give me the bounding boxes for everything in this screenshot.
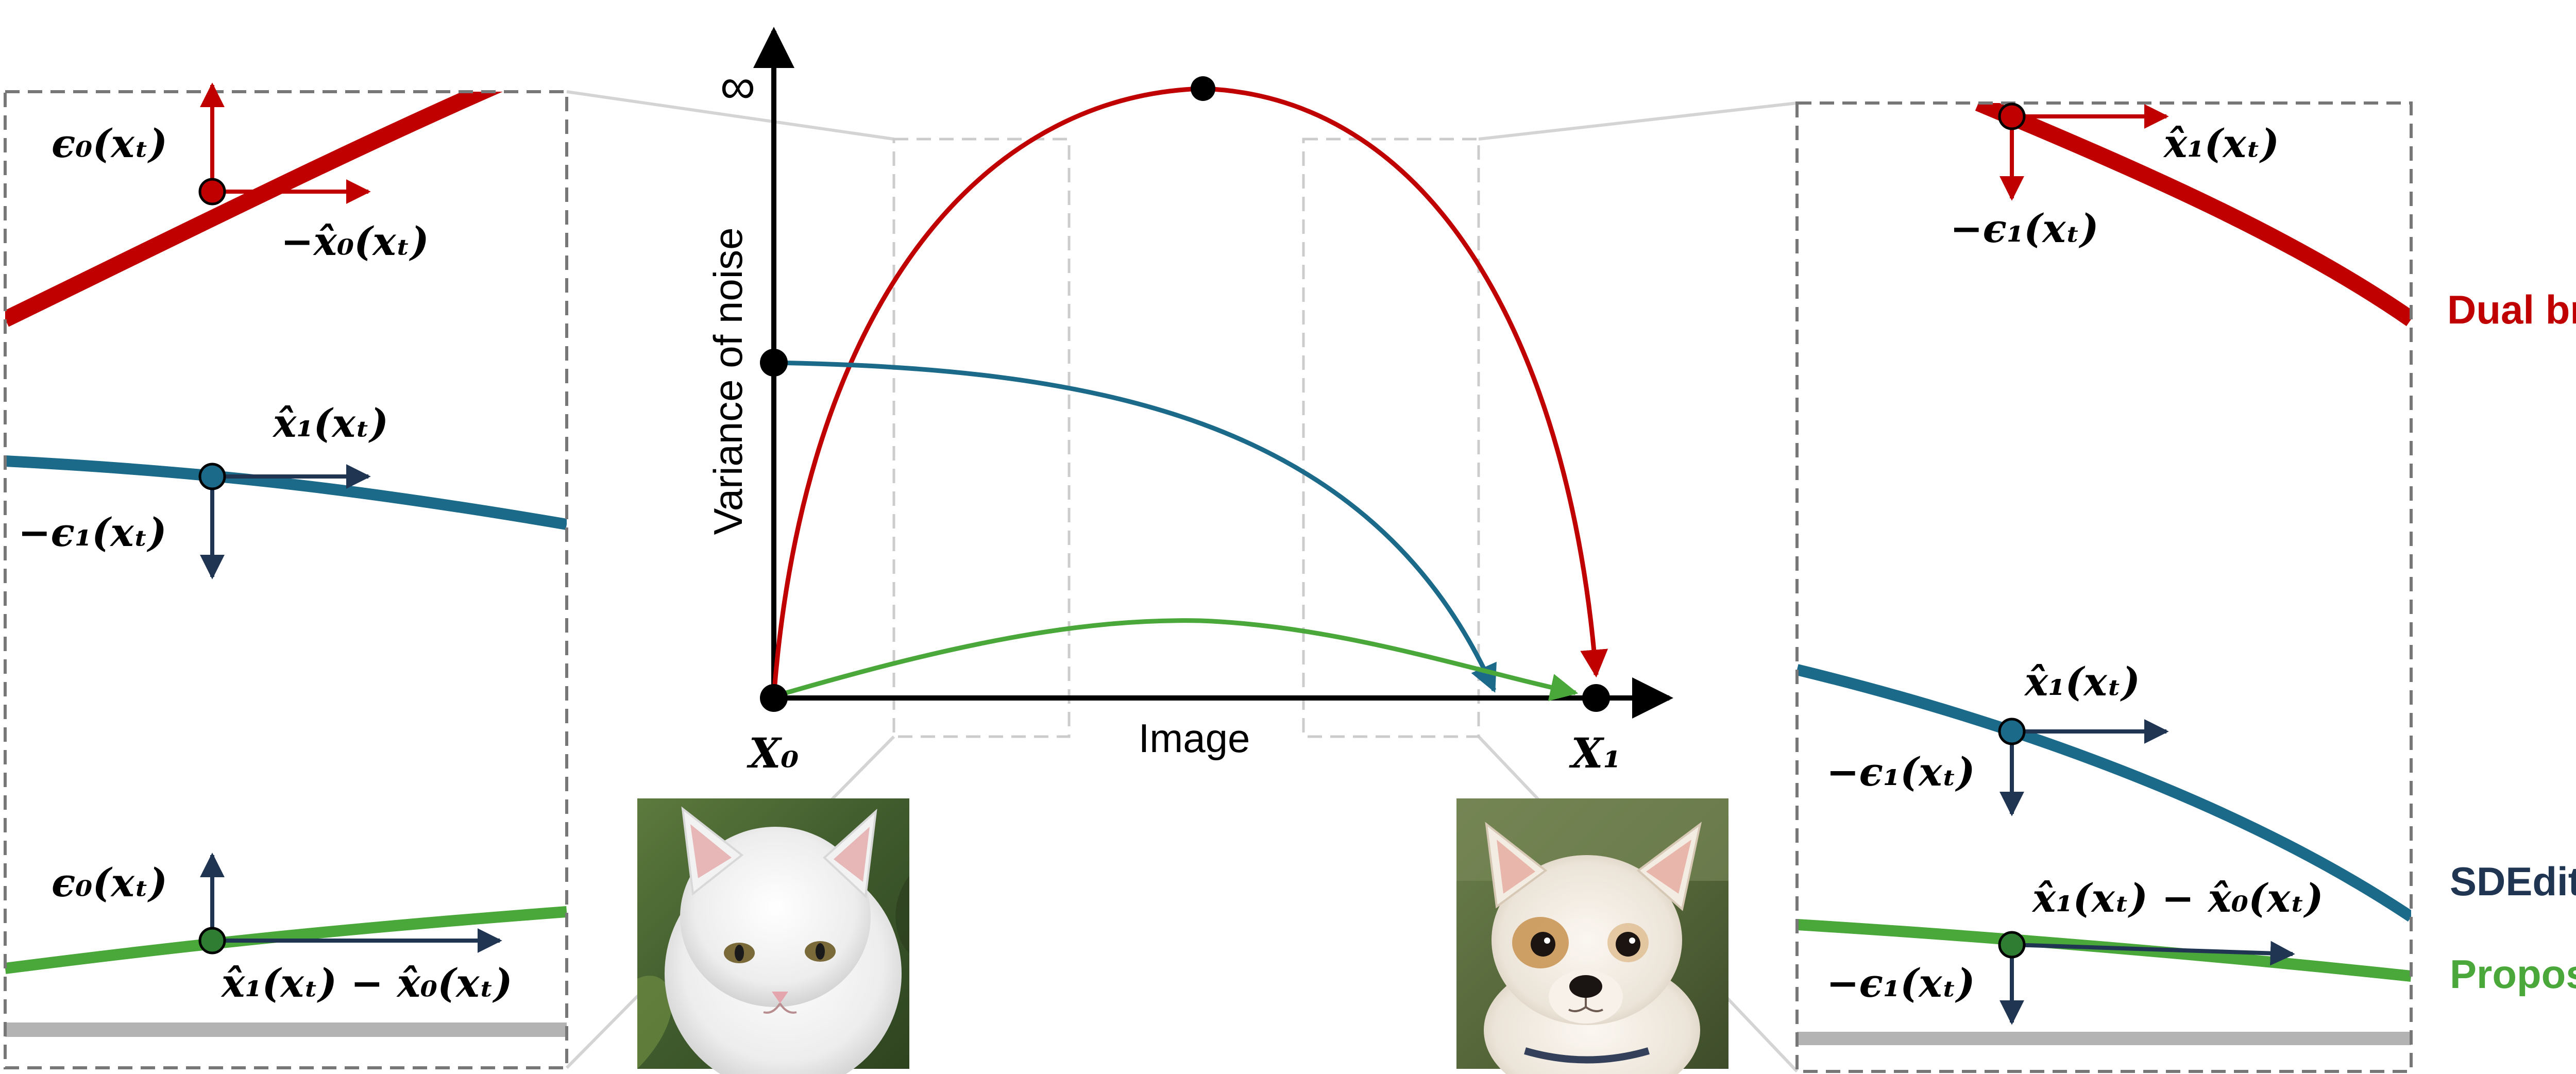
- left-sd-point: [198, 463, 226, 490]
- infinity-label: ∞: [720, 59, 755, 114]
- x1-label: X₁: [1568, 729, 1621, 777]
- left-dual-bridge-segment: [5, 92, 503, 327]
- proposed-curve: [773, 618, 1579, 702]
- left-db-up-label: ϵ₀(xₜ): [52, 121, 167, 166]
- right-db-point: [1998, 103, 2026, 130]
- right-gray-bar: [1797, 1032, 2411, 1045]
- dual-bridge-peak-point: [1191, 76, 1215, 101]
- left-sd-down-label: −ϵ₁(xₜ): [18, 509, 167, 555]
- x0-label: X₀: [746, 729, 799, 777]
- x0-point: [760, 684, 788, 712]
- connector-right-top: [1478, 101, 1798, 141]
- right-zoom-panel: x̂₁(xₜ) −ϵ₁(xₜ) x̂₁(xₜ) −ϵ₁(xₜ) x̂₁(xₜ) …: [1795, 101, 2413, 1073]
- left-pr-point: [198, 927, 226, 954]
- sdedit-curve: [773, 360, 1497, 693]
- left-db-right-label: −x̂₀(xₜ): [281, 218, 429, 264]
- main-axes: [753, 27, 1673, 719]
- right-pr-right-label: x̂₁(xₜ) − x̂₀(xₜ): [2031, 875, 2324, 921]
- right-sd-point: [1998, 718, 2026, 745]
- right-sd-right-label: x̂₁(xₜ): [2024, 659, 2140, 705]
- right-pr-point: [1998, 931, 2026, 959]
- left-zoom-panel: ϵ₀(xₜ) −x̂₀(xₜ) x̂₁(xₜ) −ϵ₁(xₜ) ϵ₀(xₜ) x…: [4, 82, 568, 1069]
- left-pr-up-label: ϵ₀(xₜ): [52, 860, 167, 906]
- zoom-box-left: [892, 138, 1071, 738]
- y-axis-label: Variance of noise: [705, 228, 751, 535]
- cat-photo: [637, 798, 909, 1074]
- right-db-down-label: −ϵ₁(xₜ): [1950, 206, 2099, 251]
- connector-left-top: [566, 90, 894, 141]
- right-sdedit-segment: [1797, 664, 2411, 922]
- zoom-box-right: [1302, 138, 1480, 738]
- legend-sdedit: SDEdit: [2450, 859, 2576, 904]
- sdedit-start-point: [760, 349, 788, 377]
- legend-dual-bridge: Dual bridge: [2447, 287, 2576, 332]
- right-dual-bridge-segment: [1975, 103, 2411, 327]
- left-proposed-segment: [5, 906, 567, 974]
- x-axis-label: Image: [1139, 715, 1250, 761]
- x1-point: [1582, 684, 1610, 712]
- dual-bridge-curve: [771, 86, 1608, 697]
- right-sd-down-label: −ϵ₁(xₜ): [1826, 749, 1975, 795]
- left-db-point: [198, 178, 226, 206]
- legend-proposed: Proposed: [2450, 951, 2576, 997]
- left-pr-right-label: x̂₁(xₜ) − x̂₀(xₜ): [221, 960, 513, 1006]
- right-pr-right-arrow: [2011, 941, 2295, 966]
- left-sd-right-label: x̂₁(xₜ): [272, 400, 388, 446]
- left-gray-bar: [5, 1022, 567, 1037]
- left-panel-border: [4, 90, 568, 1069]
- dog-photo: [1456, 798, 1728, 1074]
- right-panel-border: [1795, 101, 2413, 1073]
- right-db-right-label: x̂₁(xₜ): [2163, 121, 2279, 166]
- left-sdedit-segment: [5, 455, 567, 530]
- right-pr-down-label: −ϵ₁(xₜ): [1826, 960, 1975, 1006]
